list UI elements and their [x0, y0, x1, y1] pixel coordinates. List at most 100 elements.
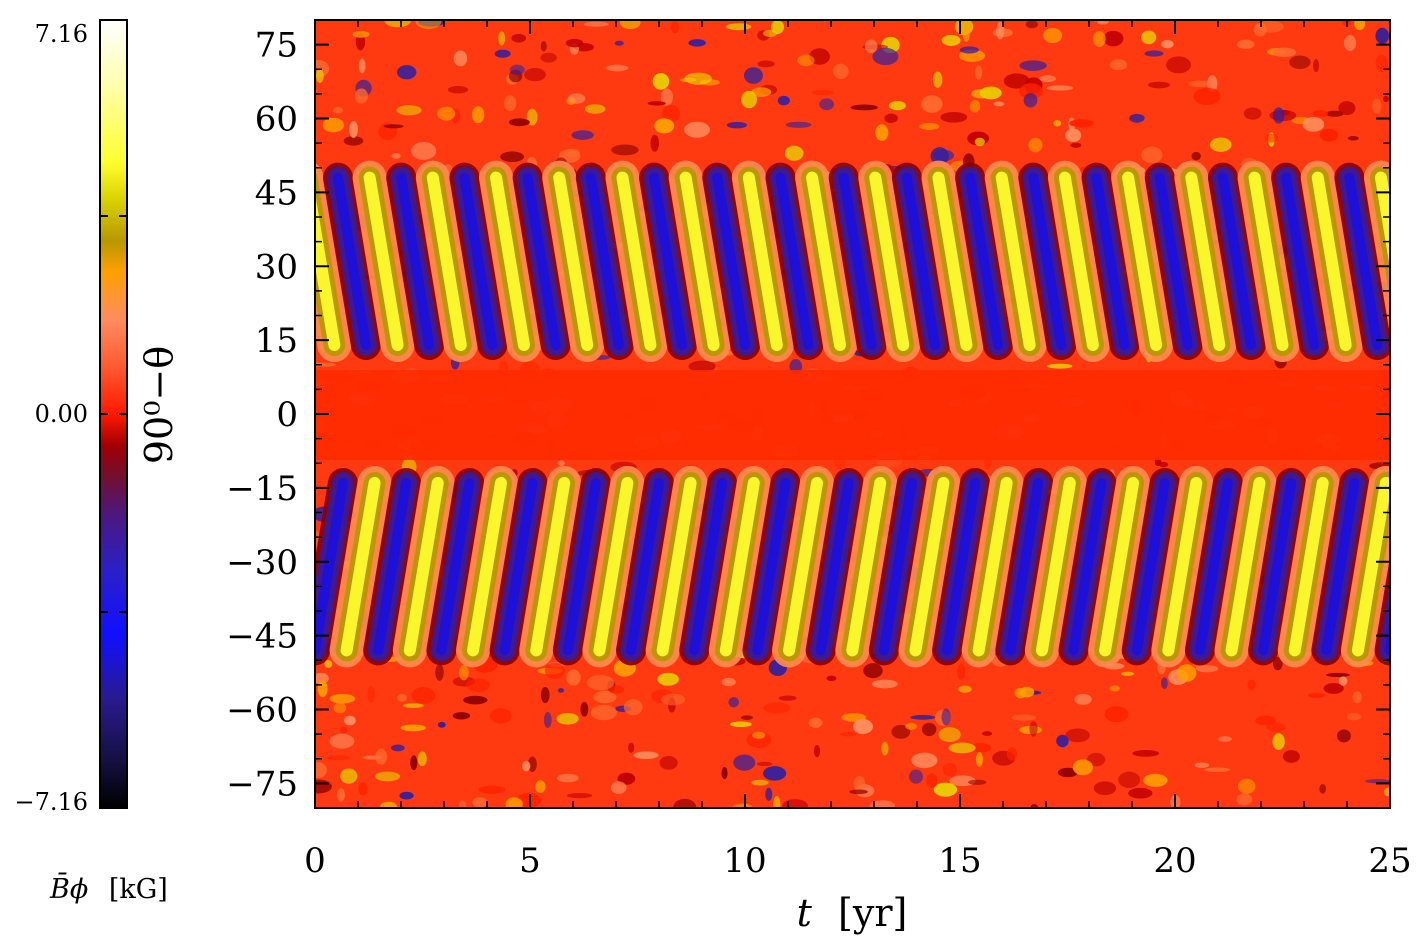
- cycle-stripe: [869, 171, 910, 352]
- cycle-stripe: [815, 477, 854, 656]
- texture-blob: [315, 779, 332, 794]
- texture-blob: [617, 772, 636, 785]
- texture-blob: [1104, 706, 1129, 723]
- texture-blob: [993, 101, 1005, 107]
- texture-blob: [875, 124, 889, 141]
- texture-blob: [337, 788, 345, 802]
- cycle-stripe: [719, 476, 760, 657]
- texture-blob: [380, 801, 397, 808]
- cycle-stripe: [593, 476, 634, 657]
- texture-blob: [327, 755, 351, 761]
- cycle-stripe: [562, 477, 601, 656]
- texture-blob: [782, 799, 808, 808]
- texture-blob: [396, 65, 417, 80]
- texture-blob: [661, 693, 686, 706]
- texture-blob: [1129, 113, 1145, 123]
- cycle-stripe: [373, 477, 412, 656]
- texture-blob: [777, 95, 790, 106]
- cycle-stripe: [1028, 172, 1067, 351]
- texture-blob: [670, 20, 680, 34]
- texture-blob: [1011, 714, 1037, 721]
- texture-blob: [1188, 80, 1212, 88]
- texture-blob: [1086, 752, 1106, 767]
- cycle-stripe: [1185, 171, 1226, 352]
- texture-blob: [1375, 54, 1389, 73]
- texture-blob: [435, 664, 444, 681]
- texture-blob: [763, 766, 787, 781]
- texture-blob: [566, 792, 593, 799]
- texture-blob: [1302, 116, 1325, 132]
- texture-blob: [784, 145, 804, 161]
- cycle-stripe: [436, 477, 475, 656]
- cycle-stripe: [585, 172, 624, 351]
- texture-blob: [763, 29, 778, 38]
- texture-blob: [654, 118, 675, 134]
- cycle-stripe: [649, 172, 688, 351]
- texture-blob: [1128, 787, 1153, 799]
- texture-blob: [1103, 30, 1124, 47]
- texture-blob: [375, 748, 388, 765]
- cycle-stripe: [878, 477, 917, 656]
- texture-blob: [688, 360, 716, 373]
- cycle-stripe: [901, 172, 940, 351]
- cycle-stripe: [972, 476, 1013, 657]
- cycle-stripe: [1099, 476, 1140, 657]
- cycle-stripe: [333, 172, 371, 351]
- texture-blob: [410, 755, 418, 771]
- cycle-stripe: [1413, 178, 1417, 345]
- texture-blob: [962, 27, 970, 42]
- texture-blob: [1019, 83, 1043, 100]
- texture-blob: [1365, 779, 1390, 784]
- texture-blob: [1343, 35, 1357, 51]
- texture-blob: [329, 733, 355, 749]
- colorbar-tick-max: 7.16: [35, 20, 88, 48]
- texture-blob: [911, 752, 938, 769]
- texture-blob: [1166, 56, 1192, 74]
- colorbar-label: B̄ϕ [kG]: [49, 871, 168, 905]
- texture-blob: [610, 781, 627, 794]
- texture-blob: [584, 104, 606, 114]
- texture-blob: [673, 798, 697, 808]
- cycle-stripe: [1351, 476, 1390, 657]
- y-axis-title: 90⁰−θ: [137, 346, 181, 464]
- texture-blob: [785, 121, 812, 128]
- texture-blob: [1352, 691, 1362, 704]
- texture-blob: [888, 101, 906, 111]
- texture-blob: [344, 715, 356, 726]
- y-tick-label: −30: [226, 543, 298, 583]
- cycle-stripe: [752, 477, 791, 656]
- y-tick-label: 0: [276, 395, 298, 435]
- texture-blob: [863, 663, 883, 679]
- texture-blob: [349, 120, 358, 138]
- texture-blob: [437, 106, 456, 121]
- texture-blob: [358, 58, 366, 74]
- texture-blob: [1147, 81, 1171, 89]
- cycle-stripe: [1091, 172, 1130, 351]
- texture-blob: [619, 20, 641, 30]
- texture-blob: [1209, 137, 1232, 152]
- texture-blob: [721, 677, 736, 687]
- texture-blob: [415, 20, 442, 30]
- texture-blob: [1109, 59, 1128, 71]
- texture-blob: [919, 122, 940, 130]
- texture-blob: [1237, 778, 1256, 794]
- texture-blob: [1053, 119, 1062, 127]
- cycle-stripe: [315, 477, 348, 656]
- cycle-stripe: [775, 172, 814, 351]
- texture-blob: [504, 95, 517, 112]
- texture-blob: [1194, 762, 1210, 768]
- cycle-stripe: [1344, 172, 1383, 351]
- texture-blob: [333, 106, 344, 114]
- texture-blob: [324, 660, 333, 668]
- texture-blob: [1272, 107, 1285, 124]
- texture-blob: [329, 693, 356, 704]
- cycle-stripe: [1413, 178, 1417, 345]
- texture-blob: [565, 38, 584, 48]
- cycle-stripe: [679, 171, 720, 352]
- y-tick-label: 75: [255, 26, 298, 66]
- texture-blob: [921, 95, 943, 113]
- cycle-stripe: [1288, 476, 1329, 657]
- y-tick-label: −45: [226, 617, 298, 657]
- texture-blob: [563, 148, 581, 158]
